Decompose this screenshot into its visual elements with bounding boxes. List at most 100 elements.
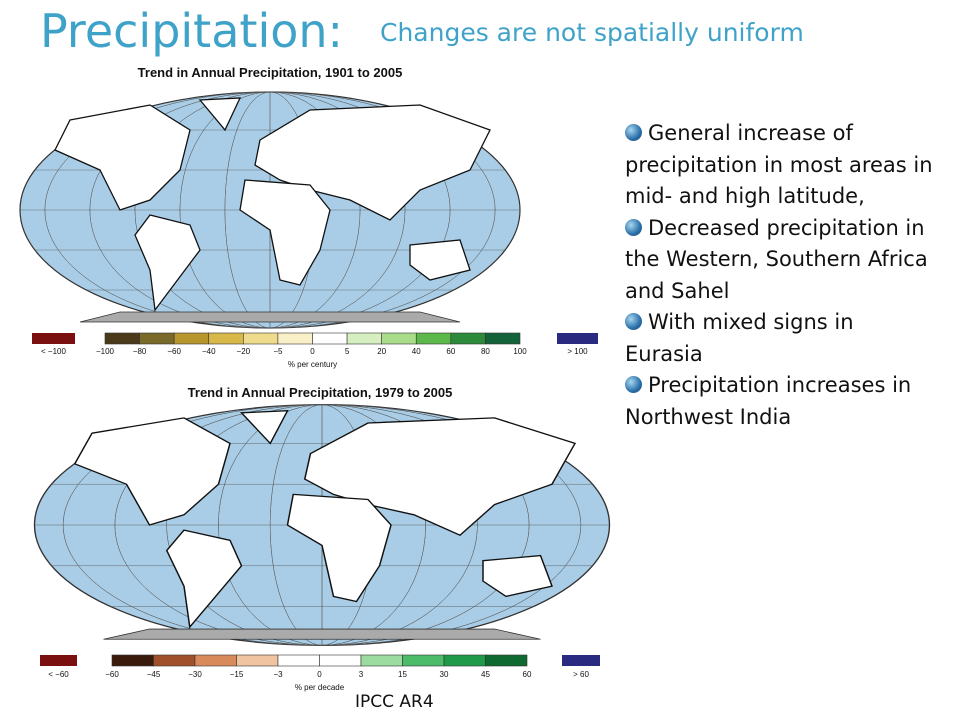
colorbar-tick-label: −40: [202, 347, 216, 356]
colorbar-tick-label: −30: [188, 670, 202, 679]
colorbar-segment: [415, 332, 452, 345]
grid-cell: [55, 275, 59, 284]
grid-cell: [55, 122, 59, 131]
grid-cell: [473, 284, 482, 293]
colorbar-tick-label: 60: [446, 347, 455, 356]
grid-cell: [89, 410, 101, 417]
grid-cell: [162, 410, 173, 417]
grid-cell: [482, 284, 490, 293]
colorbar-unit: % per century: [288, 360, 337, 369]
bullet-text: Precipitation increases in Northwest Ind…: [625, 373, 912, 429]
colorbar-tick-label: 45: [481, 670, 490, 679]
grid-cell: [77, 104, 86, 113]
grid-cell: [79, 600, 90, 610]
colorbar-segment: [402, 654, 445, 667]
grid-cell: [68, 98, 77, 104]
grid-cell: [55, 284, 59, 293]
colorbar-tick-label: 15: [398, 670, 407, 679]
source: IPCC AR4: [355, 692, 434, 712]
grid-cell: [74, 618, 80, 627]
grid-cell: [419, 98, 428, 104]
colorbar-segment: [443, 654, 486, 667]
grid-cell: [565, 410, 575, 417]
grid-cell: [149, 98, 158, 104]
grid-cell: [482, 98, 490, 104]
colorbar-tick-label: 0: [317, 670, 322, 679]
colorbar-segment: [277, 332, 313, 345]
colorbar-tick-label: −60: [105, 670, 119, 679]
grid-cell: [383, 98, 392, 104]
colorbar-tick-label: 60: [523, 670, 532, 679]
grid-cell: [545, 410, 556, 417]
grid-cell: [565, 426, 575, 436]
colorbar-tick-label: 30: [440, 670, 449, 679]
grid-cell: [524, 416, 535, 427]
grid-cell: [437, 302, 446, 310]
bullet-text: With mixed signs in Eurasia: [625, 310, 854, 366]
grid-cell: [59, 98, 68, 104]
grid-cell: [104, 302, 113, 310]
grid-cell: [524, 618, 535, 627]
grid-cell: [473, 98, 482, 104]
grid-cell: [473, 302, 482, 310]
grid-cell: [86, 98, 95, 104]
grid-cell: [59, 113, 68, 122]
grid-cell: [555, 416, 566, 427]
grid-cell: [122, 98, 131, 104]
grid-cell: [131, 618, 142, 627]
bullet: General increase of precipitation in mos…: [625, 118, 935, 213]
grid-cell: [534, 609, 546, 619]
colorbar-tick-label: 0: [310, 347, 315, 356]
grid-cell: [59, 284, 68, 293]
grid-cell: [482, 293, 490, 302]
grid-cell: [472, 410, 483, 417]
grid-cell: [74, 435, 80, 445]
grid-cell: [545, 618, 556, 627]
grid-cell: [524, 609, 535, 619]
grid-cell: [59, 104, 68, 113]
colorbar-low: [32, 333, 75, 344]
grid-cell: [77, 98, 86, 104]
grid-cell: [110, 416, 121, 427]
grid-cell: [74, 591, 80, 601]
grid-cell: [74, 410, 80, 417]
map-1979-2005: [33, 404, 611, 646]
grid-cell: [110, 618, 121, 627]
grid-cell: [473, 104, 482, 113]
grid-cell: [446, 104, 455, 113]
grid-cell: [104, 98, 113, 104]
grid-cell: [483, 410, 494, 417]
grid-cell: [110, 410, 121, 417]
colorbar-tick-label: −20: [237, 347, 251, 356]
colorbar-tick-label: 20: [377, 347, 386, 356]
grid-cell: [55, 98, 59, 104]
grid-cell: [455, 104, 464, 113]
grid-cell: [464, 284, 473, 293]
grid-cell: [77, 293, 86, 302]
grid-cell: [565, 618, 575, 627]
colorbar-high: [562, 655, 600, 666]
grid-cell: [120, 618, 132, 627]
grid-cell: [482, 302, 490, 310]
grid-cell: [55, 113, 59, 122]
grid-cell: [446, 302, 455, 310]
colorbar-segment: [319, 654, 362, 667]
grid-cell: [74, 609, 80, 619]
grid-cell: [482, 275, 490, 284]
grid-cell: [79, 410, 90, 417]
colorbar-segment: [173, 332, 210, 345]
colorbar-tick-label: −15: [230, 670, 244, 679]
colorbar-segment: [111, 654, 154, 667]
grid-cell: [555, 410, 566, 417]
colorbar-segment: [139, 332, 175, 345]
bullet-text: General increase of precipitation in mos…: [625, 121, 933, 208]
grid-cell: [113, 98, 122, 104]
colorbar-tick-label: 80: [481, 347, 490, 356]
grid-cell: [120, 416, 132, 427]
grid-cell: [79, 618, 90, 627]
grid-cell: [392, 98, 401, 104]
grid-cell: [534, 410, 546, 417]
grid-cell: [565, 600, 575, 610]
grid-cell: [555, 618, 566, 627]
grid-cell: [68, 293, 77, 302]
